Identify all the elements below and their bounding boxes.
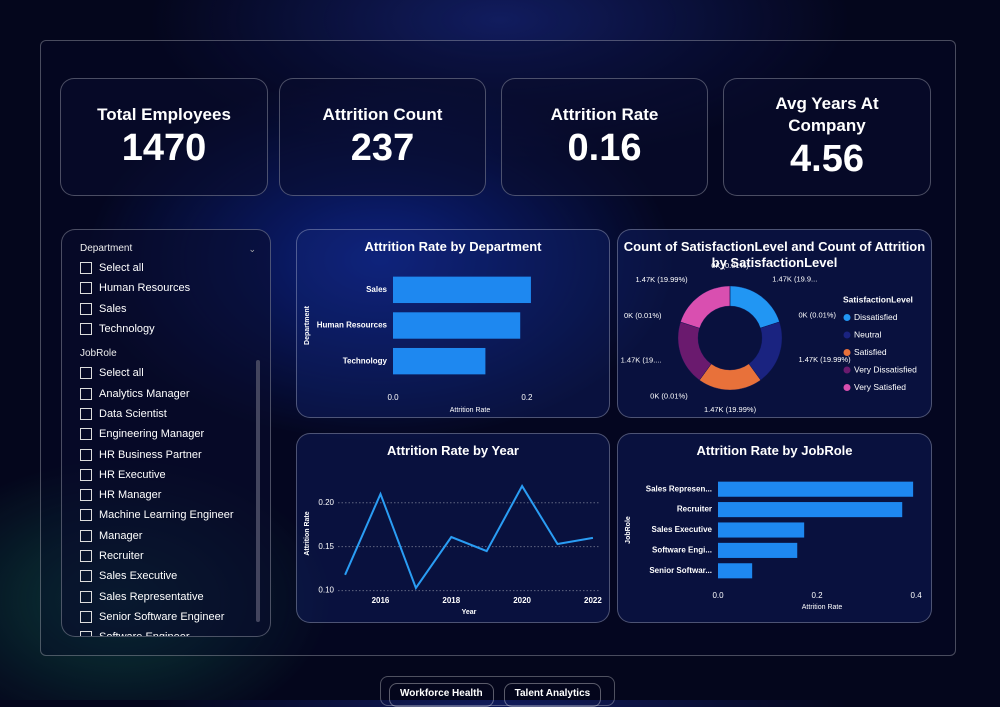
bar (718, 482, 913, 497)
y-tick-label: 0.10 (318, 586, 334, 595)
x-axis-label: Year (462, 609, 477, 616)
legend-label: Dissatisfied (854, 312, 898, 322)
tab-button[interactable]: Workforce Health (389, 683, 494, 707)
bar (718, 563, 752, 578)
data-label: 1.47K (19.9... (772, 275, 817, 284)
y-tick-label: Software Engi... (652, 546, 712, 555)
tab-bar: Workforce Health Talent Analytics (380, 676, 615, 706)
x-tick-label: 2020 (513, 596, 531, 605)
legend-label: Neutral (854, 329, 882, 339)
x-axis-label: Attrition Rate (802, 604, 843, 611)
data-label: 1.47K (19.... (621, 355, 662, 364)
y-tick-label: Human Resources (317, 321, 388, 330)
x-tick-label: 2018 (442, 596, 460, 605)
x-tick-label: 2016 (372, 596, 390, 605)
x-tick-label: 0.0 (387, 393, 399, 402)
data-label: 1.47K (19.99%) (798, 355, 851, 364)
y-axis-label: Attrition Rate (304, 511, 311, 555)
legend-label: Satisfied (854, 347, 887, 357)
legend-marker (844, 367, 851, 374)
y-tick-label: Sales Executive (652, 525, 713, 534)
data-label: 1.47K (19.99%) (636, 275, 689, 284)
y-tick-label: Senior Softwar... (649, 566, 712, 575)
y-axis-label: Department (304, 305, 311, 345)
bar (718, 502, 902, 517)
data-label: 1.47K (19.99%) (704, 405, 757, 414)
y-tick-label: Recruiter (677, 505, 712, 514)
legend-marker (844, 332, 851, 339)
tab-button[interactable]: Talent Analytics (504, 683, 602, 707)
bar (393, 348, 485, 374)
bar (718, 522, 804, 537)
data-label: 0K (0.01%) (624, 311, 662, 320)
x-tick-label: 0.2 (521, 393, 533, 402)
y-tick-label: Sales Represen... (646, 484, 712, 493)
data-label: 0K (0.01%) (650, 391, 688, 400)
bar (718, 543, 797, 558)
y-tick-label: Technology (343, 356, 388, 365)
legend-label: Very Dissatisfied (854, 364, 917, 374)
data-label: 0K (0.01%) (798, 311, 836, 320)
legend-title: SatisfactionLevel (843, 294, 913, 304)
legend-marker (844, 349, 851, 356)
donut-slice (681, 286, 730, 328)
bar (393, 277, 531, 303)
legend-marker (844, 314, 851, 321)
legend-label: Very Satisfied (854, 382, 906, 392)
data-label: 0K (0.01%) (711, 261, 749, 270)
x-tick-label: 0.0 (712, 591, 724, 600)
y-axis-label: JobRole (625, 516, 632, 544)
y-tick-label: Sales (366, 285, 387, 294)
y-tick-label: 0.15 (318, 542, 334, 551)
donut-slice (730, 286, 779, 328)
y-tick-label: 0.20 (318, 498, 334, 507)
x-tick-label: 0.4 (911, 591, 923, 600)
x-tick-label: 2022 (584, 596, 602, 605)
line-series (345, 486, 593, 588)
x-axis-label: Attrition Rate (450, 407, 491, 414)
legend-marker (844, 384, 851, 391)
x-tick-label: 0.2 (811, 591, 823, 600)
bar (393, 312, 520, 338)
